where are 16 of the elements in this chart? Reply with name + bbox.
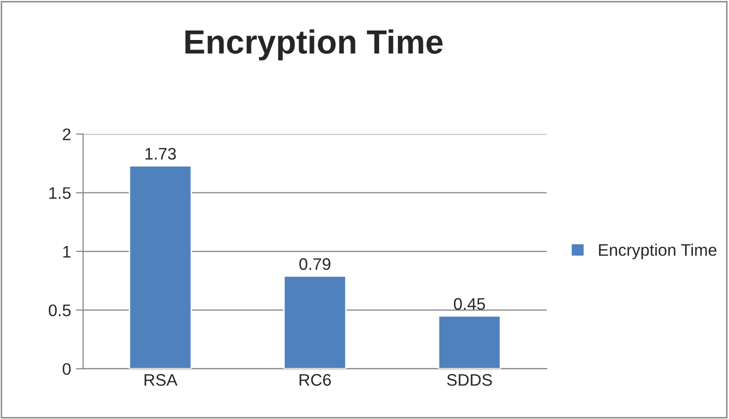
bar (438, 315, 502, 369)
x-tick-label: RC6 (300, 374, 331, 386)
bar (283, 275, 347, 369)
y-tick-label: 1 (63, 246, 70, 258)
data-label: 0.79 (299, 258, 330, 270)
data-label: 1.73 (145, 148, 176, 160)
chart-title: Encryption Time (185, 29, 443, 60)
bar (128, 165, 192, 369)
y-tick-label: 0.5 (48, 304, 71, 316)
x-tick-label: SDDS (447, 374, 492, 386)
y-tick-label: 2 (62, 128, 70, 140)
legend-label: Encryption Time (599, 244, 716, 260)
data-label: 0.45 (454, 298, 485, 310)
x-tick-label: RSA (144, 374, 178, 386)
y-tick-label: 0 (62, 363, 71, 375)
y-tick-label: 1.5 (49, 187, 71, 199)
